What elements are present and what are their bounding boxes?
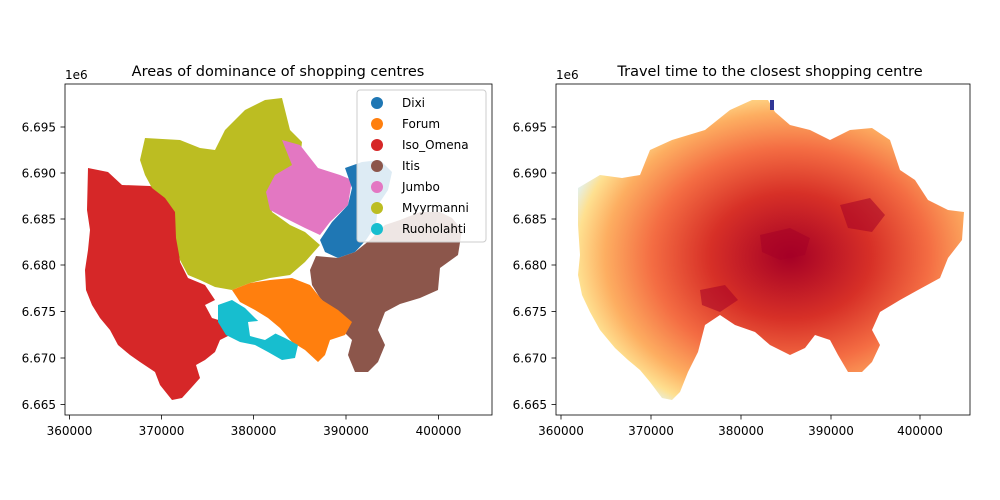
- legend-label: Jumbo: [401, 180, 440, 194]
- left-y-ticks: 6.665 6.670 6.675 6.680 6.685 6.690 6.69…: [22, 68, 88, 412]
- left-x-tick-label: 370000: [139, 424, 185, 438]
- left-y-tick-label: 6.665: [22, 398, 56, 412]
- right-y-tick-label: 6.695: [513, 121, 547, 135]
- right-x-ticks: 360000 370000 380000 390000 400000: [538, 415, 943, 438]
- legend-entry-itis: Itis: [371, 159, 420, 173]
- sea-area: [248, 320, 278, 340]
- left-title: Areas of dominance of shopping centres: [132, 64, 425, 80]
- right-y-tick-label: 6.680: [513, 259, 547, 273]
- legend-label: Ruoholahti: [402, 222, 466, 236]
- legend-label: Itis: [402, 159, 420, 173]
- legend-frame: [356, 89, 487, 243]
- left-axes-frame: [64, 83, 493, 416]
- near-centre-hotspots: [700, 198, 885, 312]
- right-x-tick-label: 380000: [718, 424, 764, 438]
- left-y-tick-label: 6.670: [22, 352, 56, 366]
- legend-entry-myyrmanni: Myyrmanni: [371, 201, 469, 215]
- left-offset-label: 1e6: [65, 68, 88, 82]
- region-itis: [310, 212, 462, 372]
- legend-marker: [371, 160, 383, 172]
- right-x-tick-label: 360000: [538, 424, 584, 438]
- right-y-tick-label: 6.690: [513, 167, 547, 181]
- right-heatmap: [578, 100, 964, 400]
- left-x-tick-label: 360000: [47, 424, 93, 438]
- right-y-tick-label: 6.685: [513, 213, 547, 227]
- right-title: Travel time to the closest shopping cent…: [616, 64, 922, 80]
- left-y-tick-label: 6.680: [22, 259, 56, 273]
- legend-marker: [371, 118, 383, 130]
- legend-entry-dixi: Dixi: [371, 96, 425, 110]
- left-y-tick-label: 6.695: [22, 121, 56, 135]
- far-pixel: [770, 100, 774, 110]
- legend-label: Dixi: [402, 96, 425, 110]
- region-forum: [232, 278, 352, 362]
- legend-marker: [371, 97, 383, 109]
- legend-label: Myyrmanni: [402, 201, 469, 215]
- legend: Dixi Forum Iso_Omena Itis Jumbo Myyrmann…: [356, 89, 487, 243]
- left-x-tick-label: 380000: [231, 424, 277, 438]
- legend-entry-iso-omena: Iso_Omena: [371, 138, 469, 152]
- left-y-tick-label: 6.685: [22, 213, 56, 227]
- region-myyrmanni: [140, 98, 320, 290]
- right-y-tick-label: 6.675: [513, 305, 547, 319]
- right-axes-frame: [555, 83, 971, 416]
- right-y-tick-label: 6.670: [513, 352, 547, 366]
- left-x-ticks: 360000 370000 380000 390000 400000: [47, 415, 462, 438]
- legend-marker: [371, 223, 383, 235]
- left-y-tick-label: 6.675: [22, 305, 56, 319]
- right-y-ticks: 6.665 6.670 6.675 6.680 6.685 6.690 6.69…: [513, 68, 579, 412]
- left-y-tick-label: 6.690: [22, 167, 56, 181]
- right-panel: Travel time to the closest shopping cent…: [513, 64, 971, 438]
- legend-marker: [371, 181, 383, 193]
- region-jumbo: [266, 140, 352, 235]
- right-offset-label: 1e6: [556, 68, 579, 82]
- legend-label: Forum: [402, 117, 440, 131]
- right-x-tick-label: 400000: [897, 424, 943, 438]
- right-x-tick-label: 370000: [628, 424, 674, 438]
- legend-marker: [371, 202, 383, 214]
- legend-entry-ruoholahti: Ruoholahti: [371, 222, 466, 236]
- right-x-tick-label: 390000: [808, 424, 854, 438]
- left-x-tick-label: 390000: [323, 424, 369, 438]
- legend-marker: [371, 139, 383, 151]
- region-iso-omena: [85, 168, 230, 400]
- legend-entry-forum: Forum: [371, 117, 440, 131]
- left-panel: Areas of dominance of shopping centres: [22, 64, 493, 438]
- legend-label: Iso_Omena: [402, 138, 469, 152]
- right-y-tick-label: 6.665: [513, 398, 547, 412]
- legend-entry-jumbo: Jumbo: [371, 180, 440, 194]
- left-x-tick-label: 400000: [416, 424, 462, 438]
